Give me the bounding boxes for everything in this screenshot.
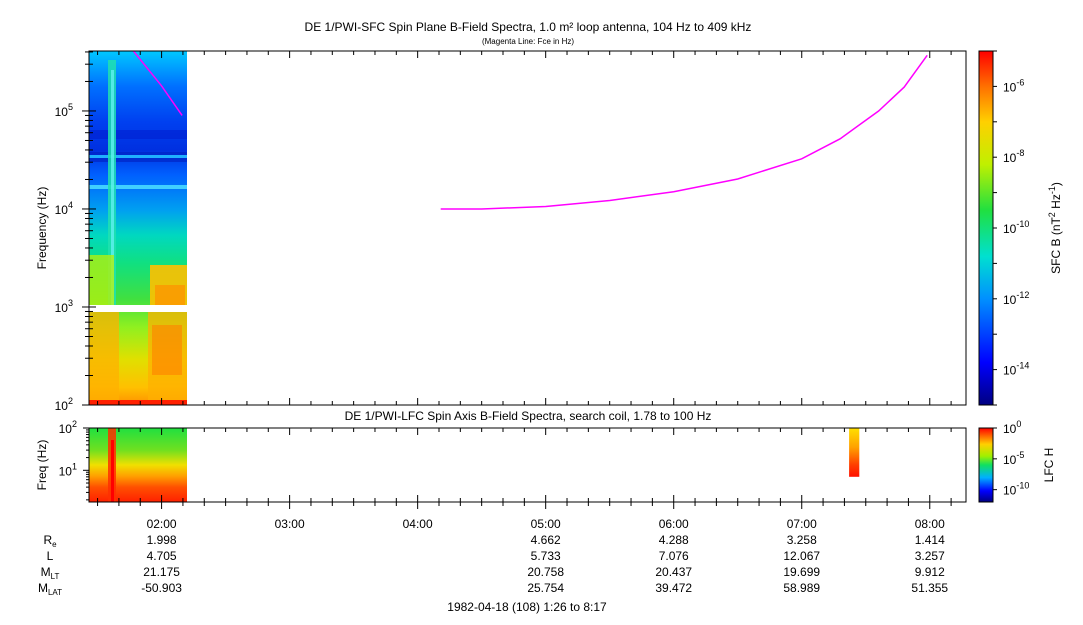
bottom-panel-frame <box>88 427 967 503</box>
lfc-burst <box>849 428 860 477</box>
sfc-cbar-tick-label: 10-10 <box>1003 219 1029 236</box>
top-y-axis-label: Frequency (Hz) <box>35 187 49 270</box>
ephemeris-value: 9.912 <box>915 565 945 579</box>
sfc-below-gap-right-hot <box>152 325 182 375</box>
top-y-tick-label: 105 <box>55 102 73 119</box>
bottom-panel-title: DE 1/PWI-LFC Spin Axis B-Field Spectra, … <box>345 409 712 423</box>
top-y-axis: 102 103 104 105 <box>55 51 96 413</box>
ephemeris-value: 4.705 <box>147 549 177 563</box>
ephemeris-value: 58.989 <box>783 581 820 595</box>
ephemeris-value: 1.414 <box>915 533 945 547</box>
sfc-emission-core <box>111 70 114 310</box>
x-tick-label: 04:00 <box>403 517 433 531</box>
ephemeris-row-label: MLAT <box>38 581 62 597</box>
bottom-y-tick-label: 101 <box>59 461 77 478</box>
lfc-colorbar-label: LFC H <box>1042 448 1056 483</box>
sfc-bottom-red-strip <box>89 400 187 405</box>
ephemeris-row-label: MLT <box>41 565 60 581</box>
bottom-y-axis-label: Freq (Hz) <box>35 440 49 491</box>
lfc-cbar-tick-label: 100 <box>1003 419 1021 436</box>
sfc-cbar-tick-label: 10-8 <box>1003 148 1024 165</box>
ephemeris-value: 5.733 <box>531 549 561 563</box>
x-tick-label: 05:00 <box>531 517 561 531</box>
x-tick-label: 06:00 <box>659 517 689 531</box>
sfc-lowfreq-left <box>89 255 114 305</box>
bottom-y-tick-label: 102 <box>59 419 77 436</box>
sfc-band-blue-1 <box>89 130 187 139</box>
lfc-colorbar <box>978 427 994 503</box>
x-tick-label: 02:00 <box>147 517 177 531</box>
x-tick-label: 08:00 <box>915 517 945 531</box>
top-panel-subtitle: (Magenta Line: Fce in Hz) <box>482 37 574 46</box>
ephemeris-row-label: L <box>47 549 54 563</box>
top-panel-title: DE 1/PWI-SFC Spin Plane B-Field Spectra,… <box>305 20 752 34</box>
ephemeris-value: 19.699 <box>783 565 820 579</box>
sfc-spectrogram <box>89 51 187 405</box>
ephemeris-value: 4.288 <box>659 533 689 547</box>
ephemeris-value: 21.175 <box>143 565 180 579</box>
ephemeris-value: 25.754 <box>527 581 564 595</box>
sfc-lowfreq-right-hot <box>155 285 185 305</box>
lfc-emission-core <box>111 440 114 502</box>
lfc-spectrogram-block <box>89 428 187 502</box>
ephemeris-value: 4.662 <box>531 533 561 547</box>
ephemeris-value: 3.257 <box>915 549 945 563</box>
top-panel-frame <box>88 50 967 406</box>
sfc-band-cyan-1 <box>89 155 187 158</box>
sfc-cbar-tick-label: 10-14 <box>1003 361 1029 378</box>
x-tick-label: 07:00 <box>787 517 817 531</box>
ephemeris-value: 51.355 <box>911 581 948 595</box>
lfc-spectrogram <box>89 428 860 502</box>
fce-line <box>132 51 928 210</box>
ephemeris-value: 7.076 <box>659 549 689 563</box>
sfc-colorbar <box>978 50 994 406</box>
sfc-below-gap-left <box>89 312 119 404</box>
x-tick-label: 03:00 <box>275 517 305 531</box>
bottom-y-axis: 101 102 <box>59 419 89 501</box>
sfc-band-cyan-2 <box>89 185 187 189</box>
ephemeris-value: -50.903 <box>141 581 182 595</box>
sfc-colorbar-label: SFC B (nT2 Hz-1) <box>1047 182 1063 274</box>
sfc-data-gap <box>89 305 187 312</box>
ephemeris-value: 20.758 <box>527 565 564 579</box>
sfc-cbar-tick-label: 10-6 <box>1003 77 1024 94</box>
ephemeris-value: 12.067 <box>783 549 820 563</box>
ephemeris-value: 39.472 <box>655 581 692 595</box>
ephemeris-table: Re 1.998 4.662 4.288 3.258 1.414 L 4.705 5.733 7.… <box>38 533 948 597</box>
top-y-tick-label: 102 <box>55 396 73 413</box>
ephemeris-value: 1.998 <box>147 533 177 547</box>
time-range-caption: 1982-04-18 (108) 1:26 to 8:17 <box>447 600 607 614</box>
lfc-cbar-tick-label: 10-5 <box>1003 450 1024 467</box>
top-y-tick-label: 103 <box>55 298 73 315</box>
sfc-cbar-tick-label: 10-12 <box>1003 290 1029 307</box>
ephemeris-value: 20.437 <box>655 565 692 579</box>
sfc-colorbar-ticks: 10-6 10-8 10-10 10-12 10-14 <box>993 50 1029 406</box>
top-y-tick-label: 104 <box>55 200 73 217</box>
x-axis: 02:00 03:00 04:00 05:00 06:00 07:00 08:00 <box>97 51 952 531</box>
lfc-cbar-tick-label: 10-10 <box>1003 481 1029 498</box>
lfc-colorbar-ticks: 100 10-5 10-10 <box>993 419 1029 498</box>
ephemeris-value: 3.258 <box>787 533 817 547</box>
ephemeris-row-label: Re <box>43 533 57 549</box>
